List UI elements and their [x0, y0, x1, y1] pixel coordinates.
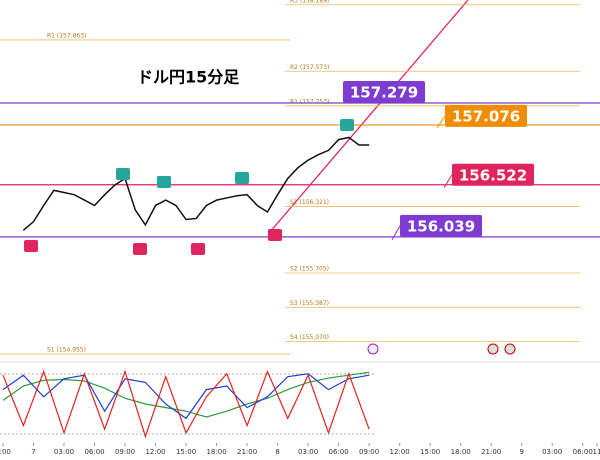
price-box-label: 157.076 — [452, 107, 520, 125]
x-tick-label: 03:00 — [298, 448, 318, 456]
pivot-label: R1 (157.253) — [290, 98, 329, 105]
price-box-label: 156.039 — [407, 217, 475, 235]
event-icon[interactable] — [367, 343, 379, 355]
pivot-label: S1 (156.321) — [290, 199, 329, 206]
pivot-label: R2 (157.573) — [290, 64, 329, 71]
x-tick-label: 12:00 — [390, 448, 410, 456]
chart-title: ドル円15分足 — [137, 68, 240, 87]
sell-signal — [340, 119, 354, 131]
pivot-label: R1 (157.863) — [47, 32, 86, 39]
sell-signal — [235, 172, 249, 184]
event-icon[interactable] — [504, 343, 516, 355]
pivot-label: S3 (155.387) — [290, 300, 329, 307]
pivot-label: S4 (155.070) — [290, 334, 329, 341]
x-tick-label: 03:00 — [54, 448, 74, 456]
price-box — [343, 81, 425, 104]
box-pointer — [443, 174, 453, 189]
x-tick-label: 1:00 — [0, 448, 11, 456]
price-box — [452, 163, 534, 186]
buy-signal — [133, 243, 147, 255]
series-line — [2, 373, 370, 420]
x-tick-label: 12:00 — [145, 448, 165, 456]
sell-signal — [157, 176, 171, 188]
x-tick-label: 18:00 — [451, 448, 471, 456]
price-box — [400, 214, 482, 237]
x-tick-label: 8 — [275, 448, 279, 456]
pivot-label: R3 (158.189) — [290, 0, 329, 4]
x-tick-label: 06:00 — [84, 448, 104, 456]
pivot-label: S2 (155.705) — [290, 265, 329, 272]
trend-line — [269, 0, 469, 233]
x-tick-label: 06:00 — [329, 448, 349, 456]
sell-signal — [116, 168, 130, 180]
event-icon[interactable] — [487, 343, 499, 355]
x-tick-label: 09:00 — [115, 448, 135, 456]
x-tick-label: 21:00 — [237, 448, 257, 456]
x-tick-label: 06:00 — [573, 448, 593, 456]
price-box-label: 156.522 — [459, 166, 527, 184]
box-pointer — [436, 115, 446, 129]
x-tick-label: 21:00 — [481, 448, 501, 456]
signal-markers — [24, 119, 516, 355]
price-box-label: 157.279 — [350, 84, 418, 102]
x-tick-label: 15:00 — [420, 448, 440, 456]
x-tick-label: 09:00 — [359, 448, 379, 456]
x-tick-label: 18:00 — [206, 448, 226, 456]
x-tick-label: 03:00 — [542, 448, 562, 456]
series-line — [2, 369, 370, 439]
buy-signal — [24, 240, 38, 252]
box-pointer — [391, 225, 401, 241]
x-tick-label: 7 — [31, 448, 35, 456]
x-tick-label: 15:00 — [176, 448, 196, 456]
x-tick-label: 11 — [592, 448, 600, 456]
buy-signal — [191, 243, 205, 255]
series-line — [22, 136, 370, 231]
pivot-label: S1 (154.955) — [47, 346, 86, 353]
price-box — [445, 104, 527, 127]
buy-signal — [268, 229, 282, 241]
x-tick-label: 9 — [519, 448, 523, 456]
